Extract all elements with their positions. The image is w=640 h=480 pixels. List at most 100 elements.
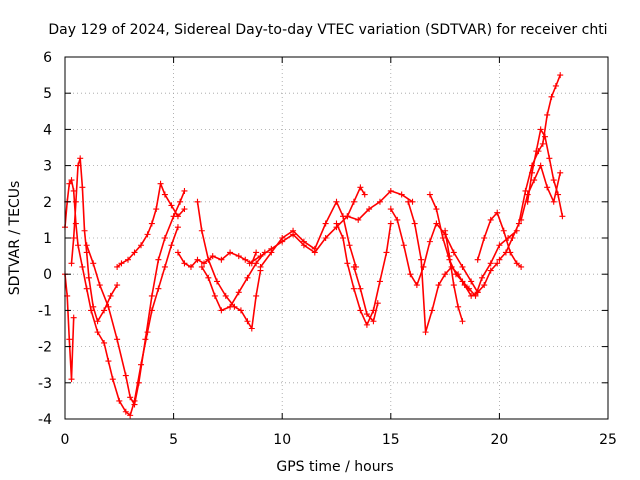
data-point-marker (513, 260, 520, 267)
grid-lines (65, 57, 608, 419)
y-tick-label: 6 (43, 50, 52, 66)
data-point-marker (237, 307, 244, 314)
data-point-marker (455, 303, 462, 310)
y-tick-label: -4 (38, 412, 52, 428)
series-line (353, 266, 379, 323)
data-point-marker (346, 242, 353, 249)
data-point-marker (131, 401, 138, 408)
data-point-marker (155, 256, 162, 263)
data-point-marker (387, 187, 394, 194)
data-point-marker (548, 93, 555, 100)
data-point-marker (468, 278, 475, 285)
data-point-marker (537, 162, 544, 169)
data-point-marker (355, 216, 362, 223)
data-point-marker (546, 155, 553, 162)
data-point-marker (205, 274, 212, 281)
data-point-marker (194, 198, 201, 205)
y-tick-label: 1 (43, 231, 52, 247)
data-point-marker (177, 198, 184, 205)
series-line (520, 164, 561, 221)
series-line (70, 157, 118, 323)
series-sat-o (405, 198, 481, 336)
data-point-marker (544, 111, 551, 118)
data-point-marker (116, 397, 123, 404)
data-point-marker (70, 235, 77, 241)
data-point-marker (398, 191, 405, 198)
data-point-marker (509, 235, 516, 241)
series-sat-l (350, 263, 381, 325)
series-sat-a (62, 177, 181, 419)
data-point-marker (370, 318, 377, 325)
data-point-marker (161, 191, 168, 198)
data-point-marker (544, 184, 551, 191)
data-point-marker (552, 82, 559, 89)
data-point-marker (157, 180, 164, 187)
data-point-marker (350, 263, 357, 270)
data-point-marker (439, 235, 446, 241)
x-tick-label: 15 (382, 432, 400, 448)
data-point-marker (68, 260, 75, 267)
data-point-marker (322, 235, 329, 241)
series-line (407, 201, 479, 333)
data-point-marker (105, 358, 112, 365)
x-tick-label: 5 (169, 432, 178, 448)
data-point-marker (411, 220, 418, 227)
data-point-marker (344, 213, 351, 220)
data-point-marker (72, 198, 79, 205)
series-sat-n (387, 206, 501, 296)
y-tick-label: 5 (43, 86, 52, 102)
data-point-marker (135, 379, 142, 386)
data-point-marker (218, 307, 225, 314)
data-point-marker (442, 271, 449, 278)
data-point-marker (524, 191, 531, 198)
y-tick-label: 4 (43, 122, 52, 138)
data-point-marker (290, 227, 297, 234)
series-line (64, 179, 179, 417)
data-point-marker (248, 325, 255, 332)
series-line (476, 211, 522, 268)
data-point-marker (333, 220, 340, 227)
data-point-marker (487, 267, 494, 274)
data-point-marker (109, 376, 116, 383)
data-point-marker (479, 274, 486, 281)
y-axis-label: SDTVAR / TECUs (7, 181, 23, 296)
data-point-marker (75, 242, 82, 249)
data-point-marker (522, 187, 529, 194)
data-point-marker (244, 318, 251, 325)
data-point-marker (68, 376, 75, 383)
data-point-marker (161, 235, 168, 241)
data-point-marker (96, 282, 103, 289)
x-tick-label: 20 (490, 432, 508, 448)
data-point-marker (450, 249, 457, 256)
data-point-marker (198, 263, 205, 270)
data-point-marker (242, 256, 249, 263)
series-sat-r (474, 209, 525, 270)
series-line (85, 190, 186, 406)
x-tick-label: 25 (599, 432, 617, 448)
data-point-marker (446, 253, 453, 260)
data-point-marker (426, 191, 433, 198)
data-point-marker (155, 285, 162, 292)
data-series (62, 72, 566, 419)
data-point-marker (66, 336, 73, 343)
data-point-marker (114, 263, 121, 270)
data-point-marker (481, 282, 488, 289)
data-point-marker (75, 162, 82, 169)
data-point-marker (322, 220, 329, 227)
data-point-marker (81, 227, 88, 234)
data-point-marker (246, 260, 253, 267)
y-tick-label: -1 (38, 303, 52, 319)
series-sat-k (333, 220, 394, 328)
data-point-marker (194, 256, 201, 263)
data-point-marker (361, 191, 368, 198)
series-sat-c (68, 155, 121, 325)
data-point-marker (101, 307, 108, 314)
data-point-marker (83, 242, 90, 249)
data-point-marker (452, 271, 459, 278)
data-point-marker (383, 249, 390, 256)
data-point-marker (374, 300, 381, 307)
series-sat-e (114, 180, 188, 270)
data-point-marker (459, 318, 466, 325)
data-point-marker (459, 278, 466, 285)
data-point-marker (187, 263, 194, 270)
